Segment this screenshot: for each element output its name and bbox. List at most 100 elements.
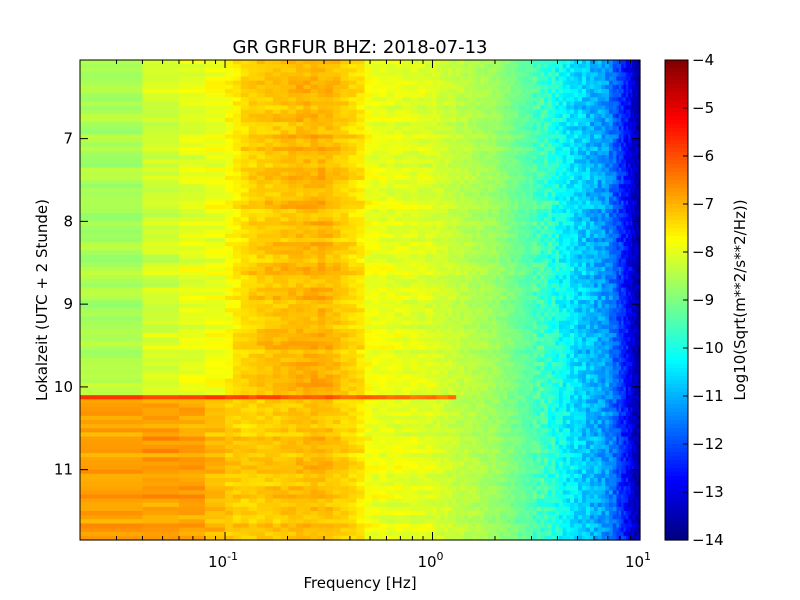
heatmap-cell: [371, 126, 380, 131]
heatmap-cell: [371, 105, 380, 111]
heatmap-cell: [460, 262, 465, 268]
heatmap-cell: [356, 68, 366, 74]
heatmap-cell: [142, 208, 180, 214]
heatmap-cell: [574, 175, 579, 181]
heatmap-cell: [605, 196, 610, 202]
heatmap-cell: [394, 258, 403, 264]
heatmap-cell: [248, 126, 258, 131]
heatmap-cell: [444, 126, 449, 131]
heatmap-cell: [518, 184, 523, 189]
heatmap-cell: [529, 204, 534, 210]
heatmap-cell: [348, 113, 358, 119]
heatmap-cell: [605, 93, 610, 98]
heatmap-cell: [80, 80, 144, 86]
heatmap-cell: [248, 84, 258, 90]
heatmap-cell: [582, 262, 587, 268]
heatmap-cell: [225, 101, 234, 107]
heatmap-cell: [578, 101, 583, 107]
heatmap-cell: [525, 146, 530, 152]
heatmap-cell: [303, 93, 312, 98]
heatmap-cell: [280, 192, 289, 198]
heatmap-cell: [432, 213, 438, 218]
heatmap-cell: [371, 93, 380, 98]
heatmap-cell: [547, 122, 553, 127]
heatmap-cell: [472, 196, 477, 202]
heatmap-cell: [484, 84, 489, 90]
heatmap-cell: [179, 151, 206, 156]
heatmap-cell: [256, 271, 266, 276]
heatmap-cell: [597, 221, 603, 227]
heatmap-cell: [379, 204, 388, 210]
heatmap-cell: [303, 146, 312, 152]
heatmap-cell: [448, 266, 453, 272]
heatmap-cell: [507, 130, 512, 136]
heatmap-cell: [280, 88, 289, 94]
heatmap-cell: [325, 101, 334, 107]
heatmap-cell: [288, 163, 297, 169]
heatmap-cell: [456, 80, 461, 86]
heatmap-cell: [558, 76, 564, 82]
heatmap-cell: [476, 271, 481, 276]
heatmap-cell: [386, 105, 395, 111]
heatmap-cell: [264, 200, 274, 206]
heatmap-cell: [402, 225, 411, 231]
heatmap-cell: [484, 246, 489, 251]
heatmap-cell: [529, 254, 534, 260]
heatmap-cell: [555, 64, 560, 69]
heatmap-cell: [204, 221, 226, 227]
heatmap-cell: [582, 122, 587, 127]
heatmap-cell: [636, 233, 640, 239]
heatmap-cell: [484, 97, 489, 102]
heatmap-cell: [464, 105, 469, 111]
heatmap-cell: [332, 117, 342, 123]
heatmap-cell: [518, 113, 523, 119]
heatmap-cell: [562, 155, 567, 160]
heatmap-cell: [628, 192, 632, 198]
heatmap-cell: [80, 184, 144, 189]
heatmap-cell: [386, 88, 395, 94]
heatmap-cell: [476, 60, 481, 65]
heatmap-cell: [630, 126, 633, 131]
heatmap-cell: [142, 163, 180, 169]
heatmap-cell: [488, 208, 493, 214]
heatmap-cell: [394, 159, 403, 165]
heatmap-cell: [529, 233, 534, 239]
heatmap-cell: [578, 200, 583, 206]
heatmap-cell: [521, 117, 526, 123]
heatmap-cell: [558, 196, 564, 202]
heatmap-cell: [582, 279, 587, 285]
heatmap-cell: [179, 84, 206, 90]
heatmap-cell: [480, 97, 485, 102]
heatmap-cell: [605, 250, 610, 256]
heatmap-cell: [452, 155, 457, 160]
heatmap-cell: [340, 262, 350, 268]
heatmap-cell: [635, 163, 638, 169]
heatmap-cell: [589, 192, 595, 198]
heatmap-cell: [547, 84, 553, 90]
heatmap-cell: [80, 266, 144, 272]
heatmap-cell: [540, 151, 545, 156]
heatmap-cell: [472, 109, 477, 115]
heatmap-cell: [356, 192, 366, 198]
heatmap-cell: [436, 180, 441, 185]
heatmap-cell: [529, 271, 534, 276]
heatmap-cell: [386, 184, 395, 189]
heatmap-cell: [468, 117, 473, 123]
heatmap-cell: [332, 155, 342, 160]
heatmap-cell: [582, 171, 587, 177]
heatmap-cell: [597, 88, 603, 94]
heatmap-cell: [589, 275, 595, 280]
heatmap-cell: [348, 262, 358, 268]
heatmap-cell: [628, 233, 632, 239]
heatmap-cell: [364, 196, 373, 202]
heatmap-cell: [394, 275, 403, 280]
heatmap-cell: [142, 271, 180, 276]
heatmap-cell: [280, 283, 289, 289]
heatmap-cell: [142, 155, 180, 160]
heatmap-cell: [386, 229, 395, 235]
heatmap-cell: [310, 250, 319, 256]
heatmap-cell: [488, 229, 493, 235]
heatmap-cell: [402, 196, 411, 202]
heatmap-cell: [317, 275, 326, 280]
heatmap-cell: [532, 213, 538, 218]
